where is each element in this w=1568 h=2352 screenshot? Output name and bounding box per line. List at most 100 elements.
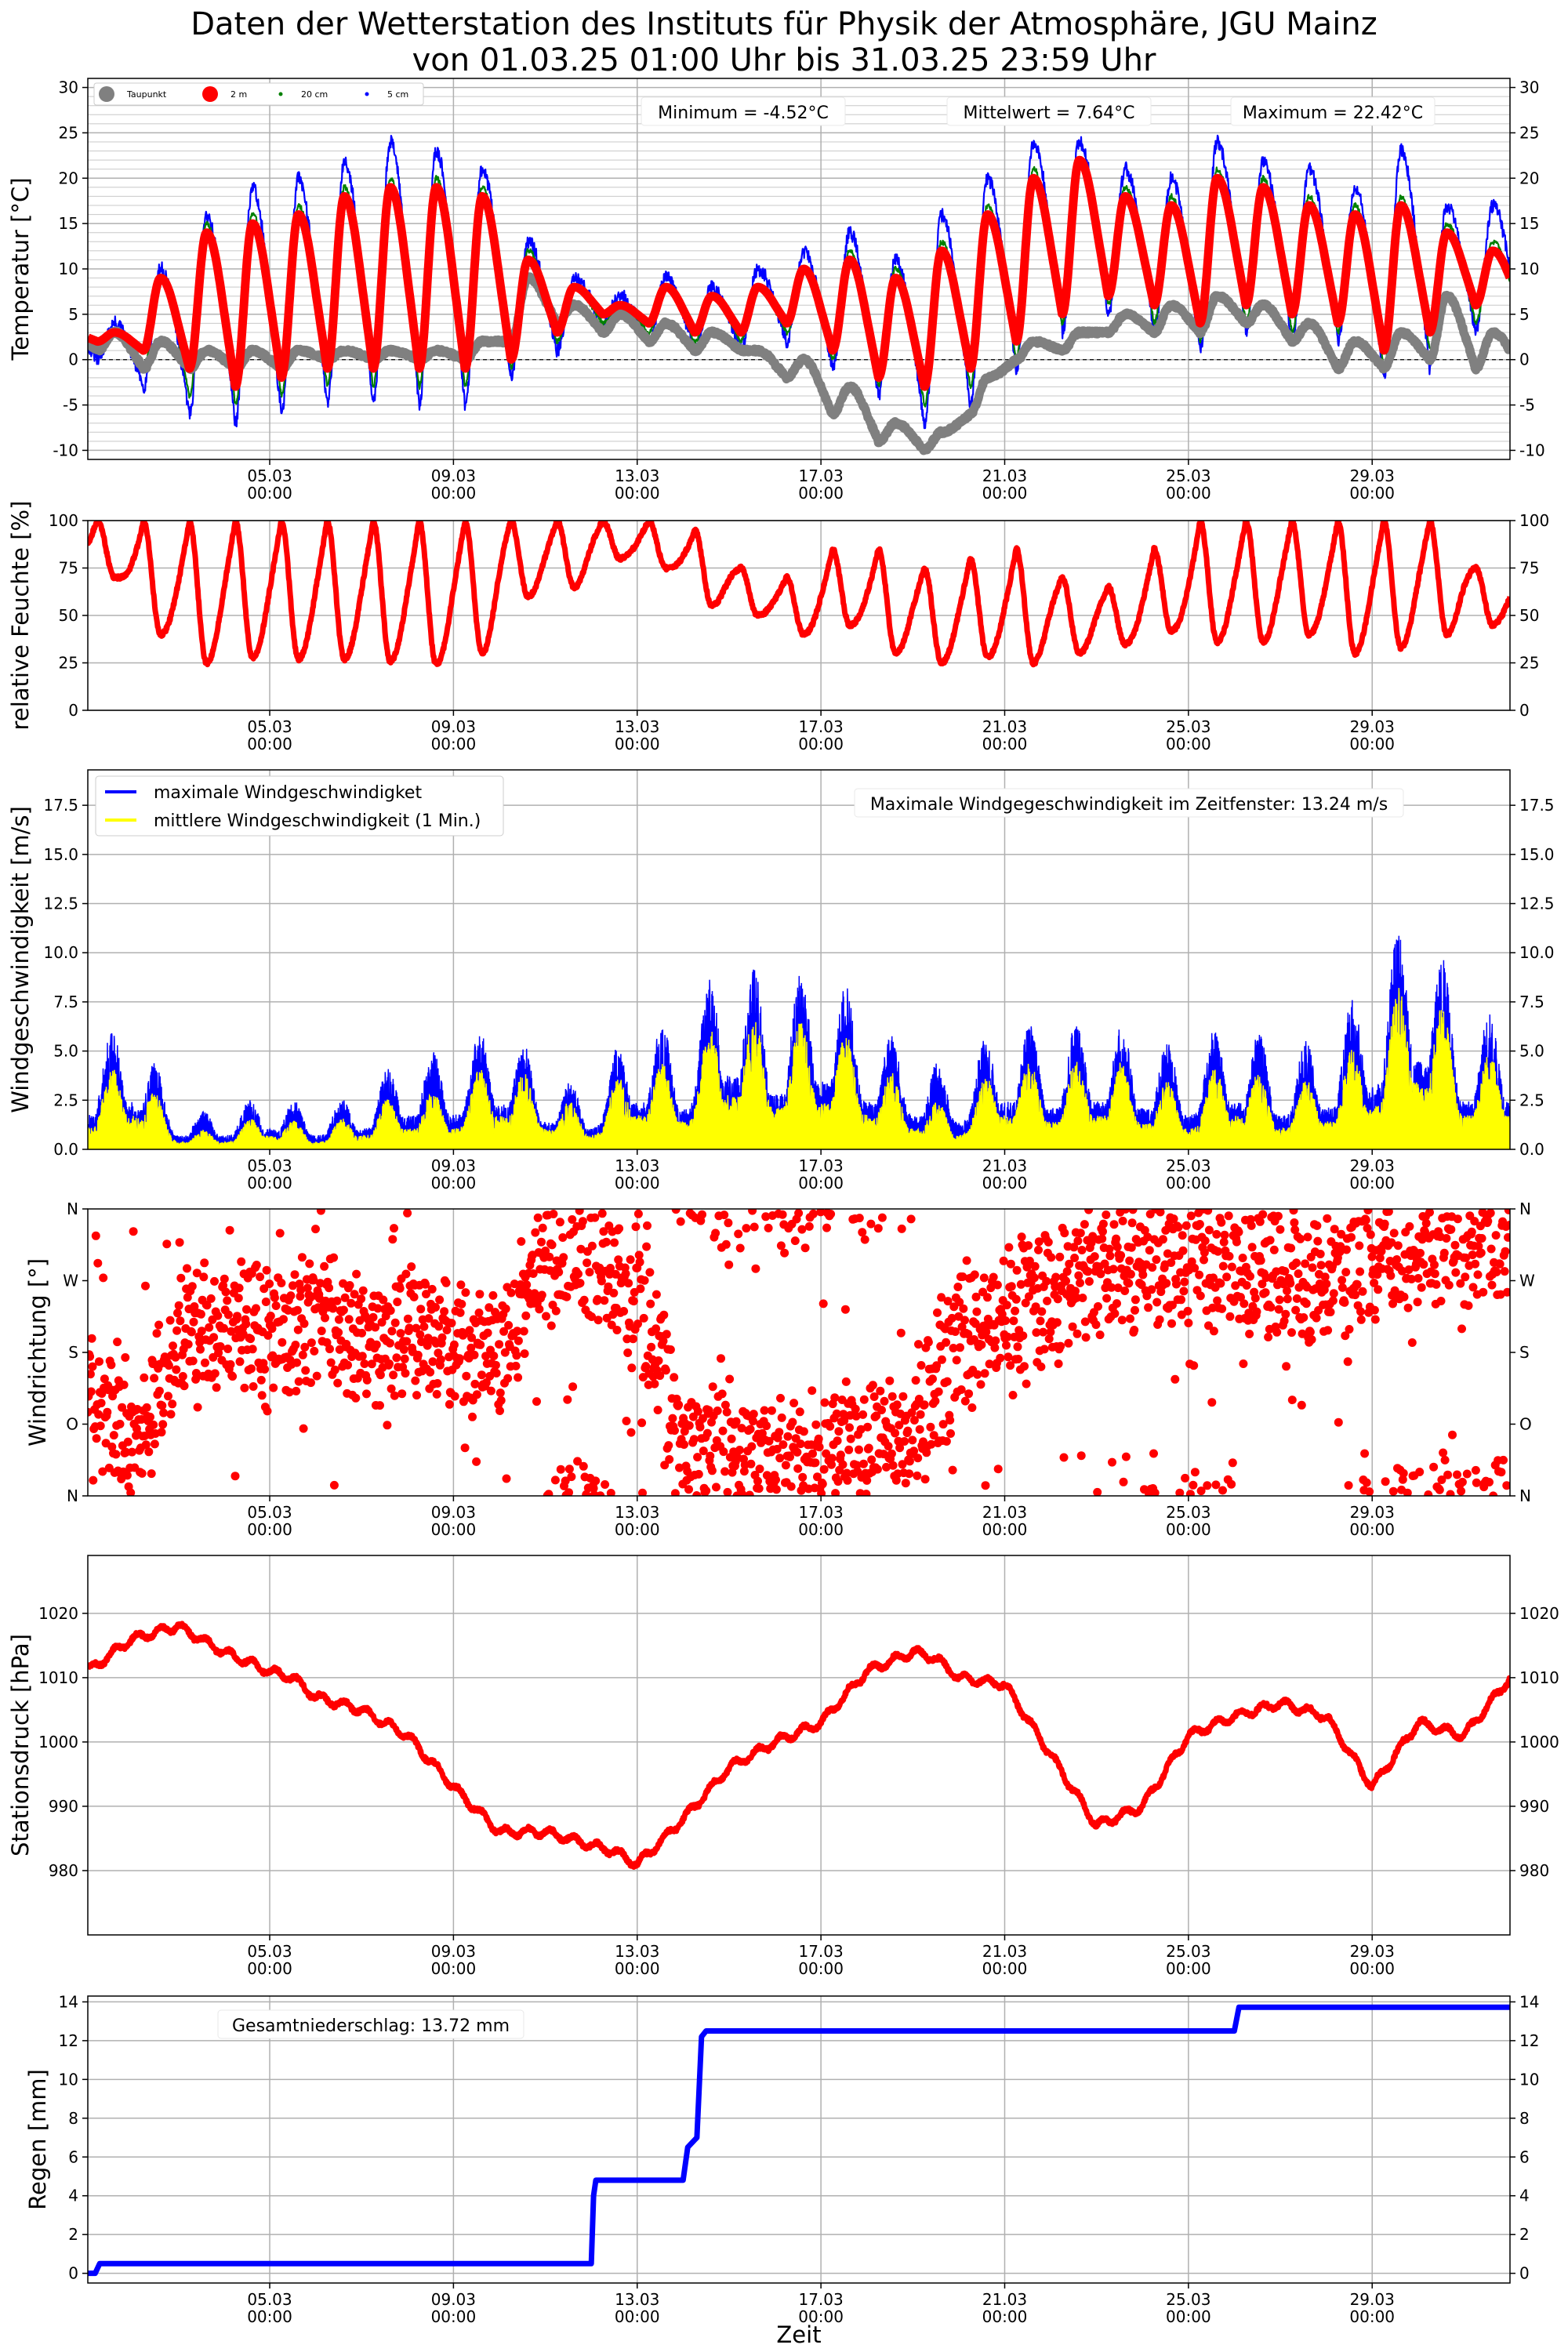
- wdir-point: [538, 1223, 547, 1232]
- temp-legend-label: 5 cm: [387, 89, 408, 100]
- wdir-point: [1439, 1248, 1449, 1258]
- wdir-point: [390, 1224, 398, 1233]
- wdir-point: [173, 1308, 182, 1318]
- wind-xtick-label-time: 00:00: [615, 1174, 660, 1192]
- wind-xtick-label-time: 00:00: [431, 1174, 477, 1192]
- wdir-series: [88, 1209, 1510, 1496]
- wdir-point: [291, 1341, 300, 1349]
- wdir-point: [1338, 1276, 1347, 1285]
- wind-ytick-label-right: 12.5: [1519, 895, 1555, 913]
- wdir-point: [225, 1225, 234, 1235]
- wdir-point: [876, 1386, 885, 1396]
- wdir-point: [1340, 1298, 1349, 1307]
- wdir-xtick-label-time: 00:00: [1166, 1520, 1211, 1539]
- wdir-point: [1274, 1305, 1283, 1314]
- wdir-point: [750, 1222, 759, 1232]
- hum-frame: [87, 520, 1511, 711]
- wdir-point: [1126, 1314, 1134, 1323]
- wdir-point: [334, 1315, 343, 1324]
- wdir-point: [141, 1281, 150, 1290]
- wdir-point: [434, 1322, 444, 1331]
- wdir-point: [920, 1400, 929, 1410]
- wdir-point: [1017, 1232, 1026, 1242]
- wdir-point: [491, 1360, 500, 1370]
- wdir-xtick-label-time: 00:00: [1349, 1520, 1395, 1539]
- wdir-point: [1222, 1272, 1232, 1282]
- wdir-point: [1404, 1265, 1414, 1274]
- wdir-point: [385, 1338, 394, 1348]
- wdir-point: [492, 1369, 501, 1377]
- wdir-point: [200, 1258, 209, 1268]
- wdir-point: [713, 1406, 722, 1415]
- wdir-point: [599, 1227, 608, 1236]
- wdir-point: [1084, 1209, 1094, 1214]
- wdir-point: [103, 1407, 112, 1417]
- wdir-point: [720, 1210, 729, 1220]
- wdir-point: [989, 1272, 998, 1282]
- temp-xtick-label-date: 17.03: [798, 466, 843, 485]
- wdir-point: [1056, 1341, 1065, 1351]
- wdir-point: [1200, 1248, 1209, 1258]
- wdir-point: [1287, 1396, 1297, 1405]
- wdir-point: [906, 1214, 916, 1224]
- rain-xtick-label-date: 13.03: [615, 2290, 659, 2309]
- wind-annotation-box: [854, 788, 1404, 818]
- wdir-point: [389, 1370, 398, 1380]
- wdir-point: [589, 1483, 598, 1493]
- wdir-point: [158, 1401, 167, 1410]
- wdir-point: [561, 1476, 570, 1486]
- temp-ytick-label: 0: [68, 350, 78, 369]
- wdir-point: [1435, 1485, 1444, 1494]
- wdir-point: [840, 1305, 850, 1314]
- wdir-point: [772, 1444, 782, 1454]
- wdir-point: [1246, 1214, 1255, 1224]
- wdir-point: [1219, 1237, 1229, 1247]
- wdir-point: [1430, 1269, 1439, 1279]
- wdir-point: [634, 1250, 644, 1260]
- wdir-point: [1326, 1308, 1335, 1316]
- rain-xtick-label-time: 00:00: [1349, 2307, 1395, 2326]
- wdir-point: [1148, 1263, 1157, 1272]
- wdir-point: [216, 1342, 225, 1351]
- wdir-point: [1127, 1218, 1137, 1228]
- temp-annotation: Minimum = -4.52°C: [658, 103, 829, 123]
- wdir-point: [347, 1298, 356, 1308]
- temp-ytick-label: 20: [59, 169, 78, 187]
- hum-xtick-label-date: 25.03: [1166, 717, 1210, 736]
- rain-frame: [87, 1995, 1511, 2284]
- wdir-point: [1109, 1220, 1119, 1229]
- wdir-point: [1077, 1246, 1087, 1254]
- wdir-point: [670, 1373, 679, 1382]
- wdir-point: [762, 1421, 771, 1431]
- wdir-point: [953, 1283, 963, 1291]
- wdir-point: [237, 1257, 246, 1266]
- wdir-point: [1238, 1254, 1247, 1262]
- wdir-point: [937, 1293, 946, 1302]
- wdir-point: [191, 1374, 201, 1384]
- wdir-point: [399, 1345, 408, 1354]
- wdir-point: [722, 1407, 731, 1417]
- wdir-point: [95, 1357, 103, 1367]
- wdir-point: [1018, 1331, 1028, 1341]
- wdir-point: [517, 1237, 526, 1246]
- wdir-point: [920, 1475, 930, 1484]
- wdir-point: [1266, 1302, 1276, 1312]
- wdir-point: [1247, 1221, 1256, 1230]
- wdir-point: [424, 1314, 434, 1323]
- wdir-point: [838, 1460, 848, 1469]
- wdir-point: [579, 1295, 589, 1305]
- temp-ytick-label: 25: [59, 123, 78, 142]
- wdir-point: [489, 1352, 499, 1360]
- wdir-point: [699, 1446, 708, 1456]
- wdir-point: [1109, 1265, 1118, 1274]
- wdir-point: [1504, 1221, 1510, 1230]
- wdir-point: [227, 1327, 236, 1336]
- wdir-point: [137, 1468, 147, 1478]
- hum-ytick-label-right: 75: [1519, 559, 1539, 578]
- wdir-point: [257, 1391, 267, 1400]
- temp-annotation: Mittelwert = 7.64°C: [964, 103, 1135, 123]
- wdir-point: [1001, 1316, 1011, 1325]
- wdir-point: [958, 1272, 967, 1281]
- wdir-point: [898, 1460, 907, 1469]
- wdir-point: [993, 1280, 1002, 1290]
